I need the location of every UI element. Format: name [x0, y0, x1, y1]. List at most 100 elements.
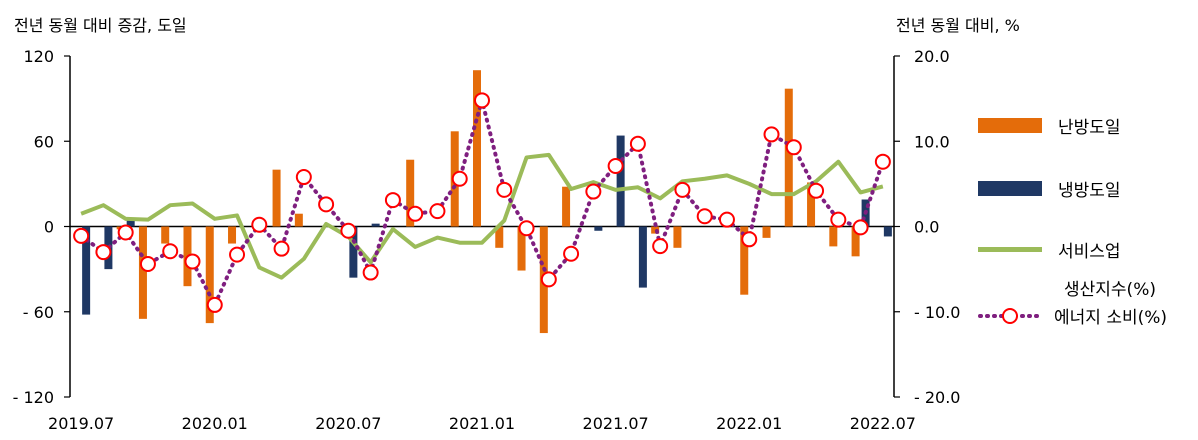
energy-point [362, 264, 379, 281]
x-tick-label: 2021.07 [583, 414, 649, 433]
legend: 난방도일 냉방도일 서비스업 생산지수(%) 에너지 소비(%) [978, 0, 1198, 440]
energy-line [79, 92, 885, 310]
energy-point [652, 238, 669, 255]
x-tick-label: 2022.07 [850, 414, 916, 433]
energy-point [741, 231, 758, 248]
heating-bar [294, 213, 303, 227]
services-line [80, 152, 884, 280]
energy-point [674, 181, 691, 198]
energy-point [874, 153, 891, 170]
heating-bar [138, 226, 147, 319]
energy-point [718, 211, 735, 228]
legend-swatch-heating [978, 118, 1042, 133]
legend-swatch-cooling [978, 181, 1042, 196]
right-tick-label: - 10.0 [914, 303, 960, 322]
energy-point [852, 219, 869, 236]
heating-bar [673, 226, 682, 248]
heating-bar [851, 226, 860, 257]
left-tick-label: 60 [34, 132, 54, 151]
heating-bar [762, 226, 771, 238]
energy-point [162, 243, 179, 260]
energy-point [340, 222, 357, 239]
energy-point [117, 224, 134, 241]
energy-point [629, 135, 646, 152]
cooling-bar [883, 226, 892, 237]
energy-point [273, 240, 290, 257]
legend-label-services-1: 서비스업 [1058, 242, 1121, 262]
energy-point [73, 227, 90, 244]
heating-bar [272, 169, 281, 227]
energy-point [318, 196, 335, 213]
energy-point [607, 157, 624, 174]
energy-point [563, 245, 580, 262]
legend-swatch-energy [978, 307, 1042, 324]
legend-label-cooling: 냉방도일 [1058, 181, 1121, 201]
legend-item-services: 서비스업 [978, 237, 1121, 262]
legend-item-cooling: 냉방도일 [978, 176, 1121, 201]
energy-point [474, 92, 490, 109]
energy-point [496, 181, 513, 198]
heating-bar [740, 226, 749, 295]
cooling-bar [594, 226, 603, 231]
energy-point [184, 253, 201, 270]
legend-label-services-2: 생산지수(%) [1064, 280, 1156, 300]
heating-bar [473, 70, 481, 227]
energy-point [451, 170, 468, 187]
energy-point [696, 208, 713, 225]
x-tick-label: 2020.01 [182, 414, 248, 433]
energy-point [518, 220, 535, 237]
heating-bar [406, 159, 415, 227]
heating-bar [784, 88, 793, 227]
left-axis-title: 전년 동월 대비 증감, 도일 [14, 16, 187, 35]
energy-point [407, 205, 424, 222]
right-tick-label: 20.0 [914, 47, 950, 66]
right-axis-title: 전년 동월 대비, % [896, 16, 1020, 35]
energy-point [429, 203, 446, 220]
cooling-bar [126, 219, 135, 227]
energy-point [139, 256, 156, 273]
heating-bar [517, 226, 526, 271]
legend-item-energy: 에너지 소비(%) [978, 303, 1167, 328]
left-tick-label: 0 [44, 218, 54, 237]
cooling-bar [371, 223, 380, 227]
x-tick-label: 2022.01 [716, 414, 782, 433]
energy-point [384, 192, 401, 209]
legend-label-energy: 에너지 소비(%) [1054, 308, 1168, 328]
energy-point [785, 139, 802, 156]
energy-point [830, 211, 847, 228]
energy-point [808, 182, 825, 199]
legend-swatch-services [978, 247, 1042, 252]
energy-point [95, 244, 112, 261]
heating-bar [495, 226, 504, 248]
heating-bar [807, 182, 816, 227]
x-tick-label: 2021.01 [449, 414, 515, 433]
heating-bar [562, 186, 571, 227]
heating-bar [161, 226, 170, 244]
legend-item-heating: 난방도일 [978, 113, 1121, 138]
cooling-bar [638, 226, 647, 288]
heating-bar [829, 226, 838, 247]
cooling-bar [349, 226, 358, 278]
energy-point [206, 296, 223, 313]
left-tick-label: 120 [23, 47, 54, 66]
heating-bar [205, 226, 214, 324]
legend-label-heating: 난방도일 [1058, 118, 1121, 138]
right-tick-label: 0.0 [914, 218, 939, 237]
right-tick-label: 10.0 [914, 132, 950, 151]
left-tick-label: - 120 [13, 388, 54, 407]
energy-point [585, 183, 602, 200]
cooling-bar [616, 135, 625, 227]
legend-item-services-line2: 생산지수(%) [1064, 275, 1156, 300]
cooling-bar [82, 226, 91, 315]
energy-point [540, 271, 557, 288]
energy-point [229, 246, 246, 263]
energy-point [295, 169, 312, 186]
heating-bar [228, 226, 237, 244]
energy-point [763, 126, 780, 143]
x-tick-label: 2019.07 [48, 414, 114, 433]
left-tick-label: - 60 [23, 303, 54, 322]
energy-point [251, 216, 268, 233]
x-tick-label: 2020.07 [315, 414, 381, 433]
right-tick-label: - 20.0 [914, 388, 960, 407]
